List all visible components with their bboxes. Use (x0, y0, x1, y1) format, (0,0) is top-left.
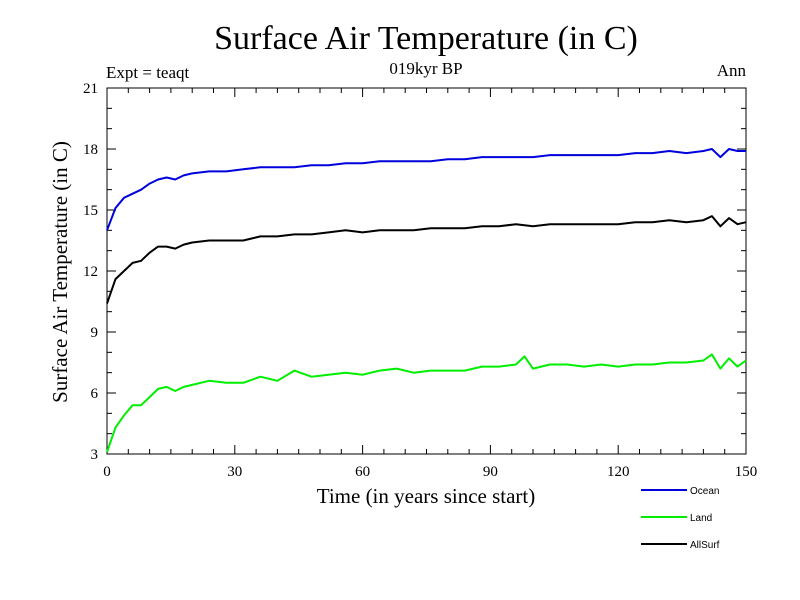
period-label: 019kyr BP (389, 59, 462, 78)
y-tick-label: 3 (91, 447, 99, 463)
plot-area (106, 87, 747, 455)
legend-label-allsurf: AllSurf (690, 540, 720, 551)
series-lines (106, 148, 747, 453)
y-tick-label: 21 (83, 81, 98, 97)
series-line-ocean (106, 148, 746, 231)
x-tick-label: 90 (483, 464, 498, 480)
plot-border (106, 87, 747, 455)
x-tick-label: 120 (607, 464, 630, 480)
x-axis-label: Time (in years since start) (317, 484, 536, 508)
x-tick-label: 150 (735, 464, 758, 480)
y-tick-label: 9 (91, 325, 99, 341)
axis-ticks (106, 87, 747, 455)
y-axis-tick-labels: 3 6 9 12 15 18 21 (83, 81, 99, 463)
y-axis-label: Surface Air Temperature (in C) (48, 141, 72, 403)
y-tick-label: 12 (83, 264, 98, 280)
season-label: Ann (717, 61, 747, 80)
series-line-allsurf (106, 215, 747, 304)
experiment-label: Expt = teaqt (106, 63, 190, 82)
y-tick-label: 15 (83, 203, 98, 219)
x-tick-label: 60 (355, 464, 370, 480)
x-axis-tick-labels: 0 30 60 90 120 150 (103, 464, 757, 480)
y-tick-label: 6 (91, 386, 99, 402)
x-tick-label: 30 (227, 464, 242, 480)
x-tick-label: 0 (103, 464, 111, 480)
legend-label-ocean: Ocean (690, 486, 719, 497)
y-tick-label: 18 (83, 142, 98, 158)
legend: Ocean Land AllSurf (641, 486, 720, 551)
legend-label-land: Land (690, 513, 712, 524)
chart-title: Surface Air Temperature (in C) (214, 20, 638, 57)
series-line-land (106, 353, 747, 453)
